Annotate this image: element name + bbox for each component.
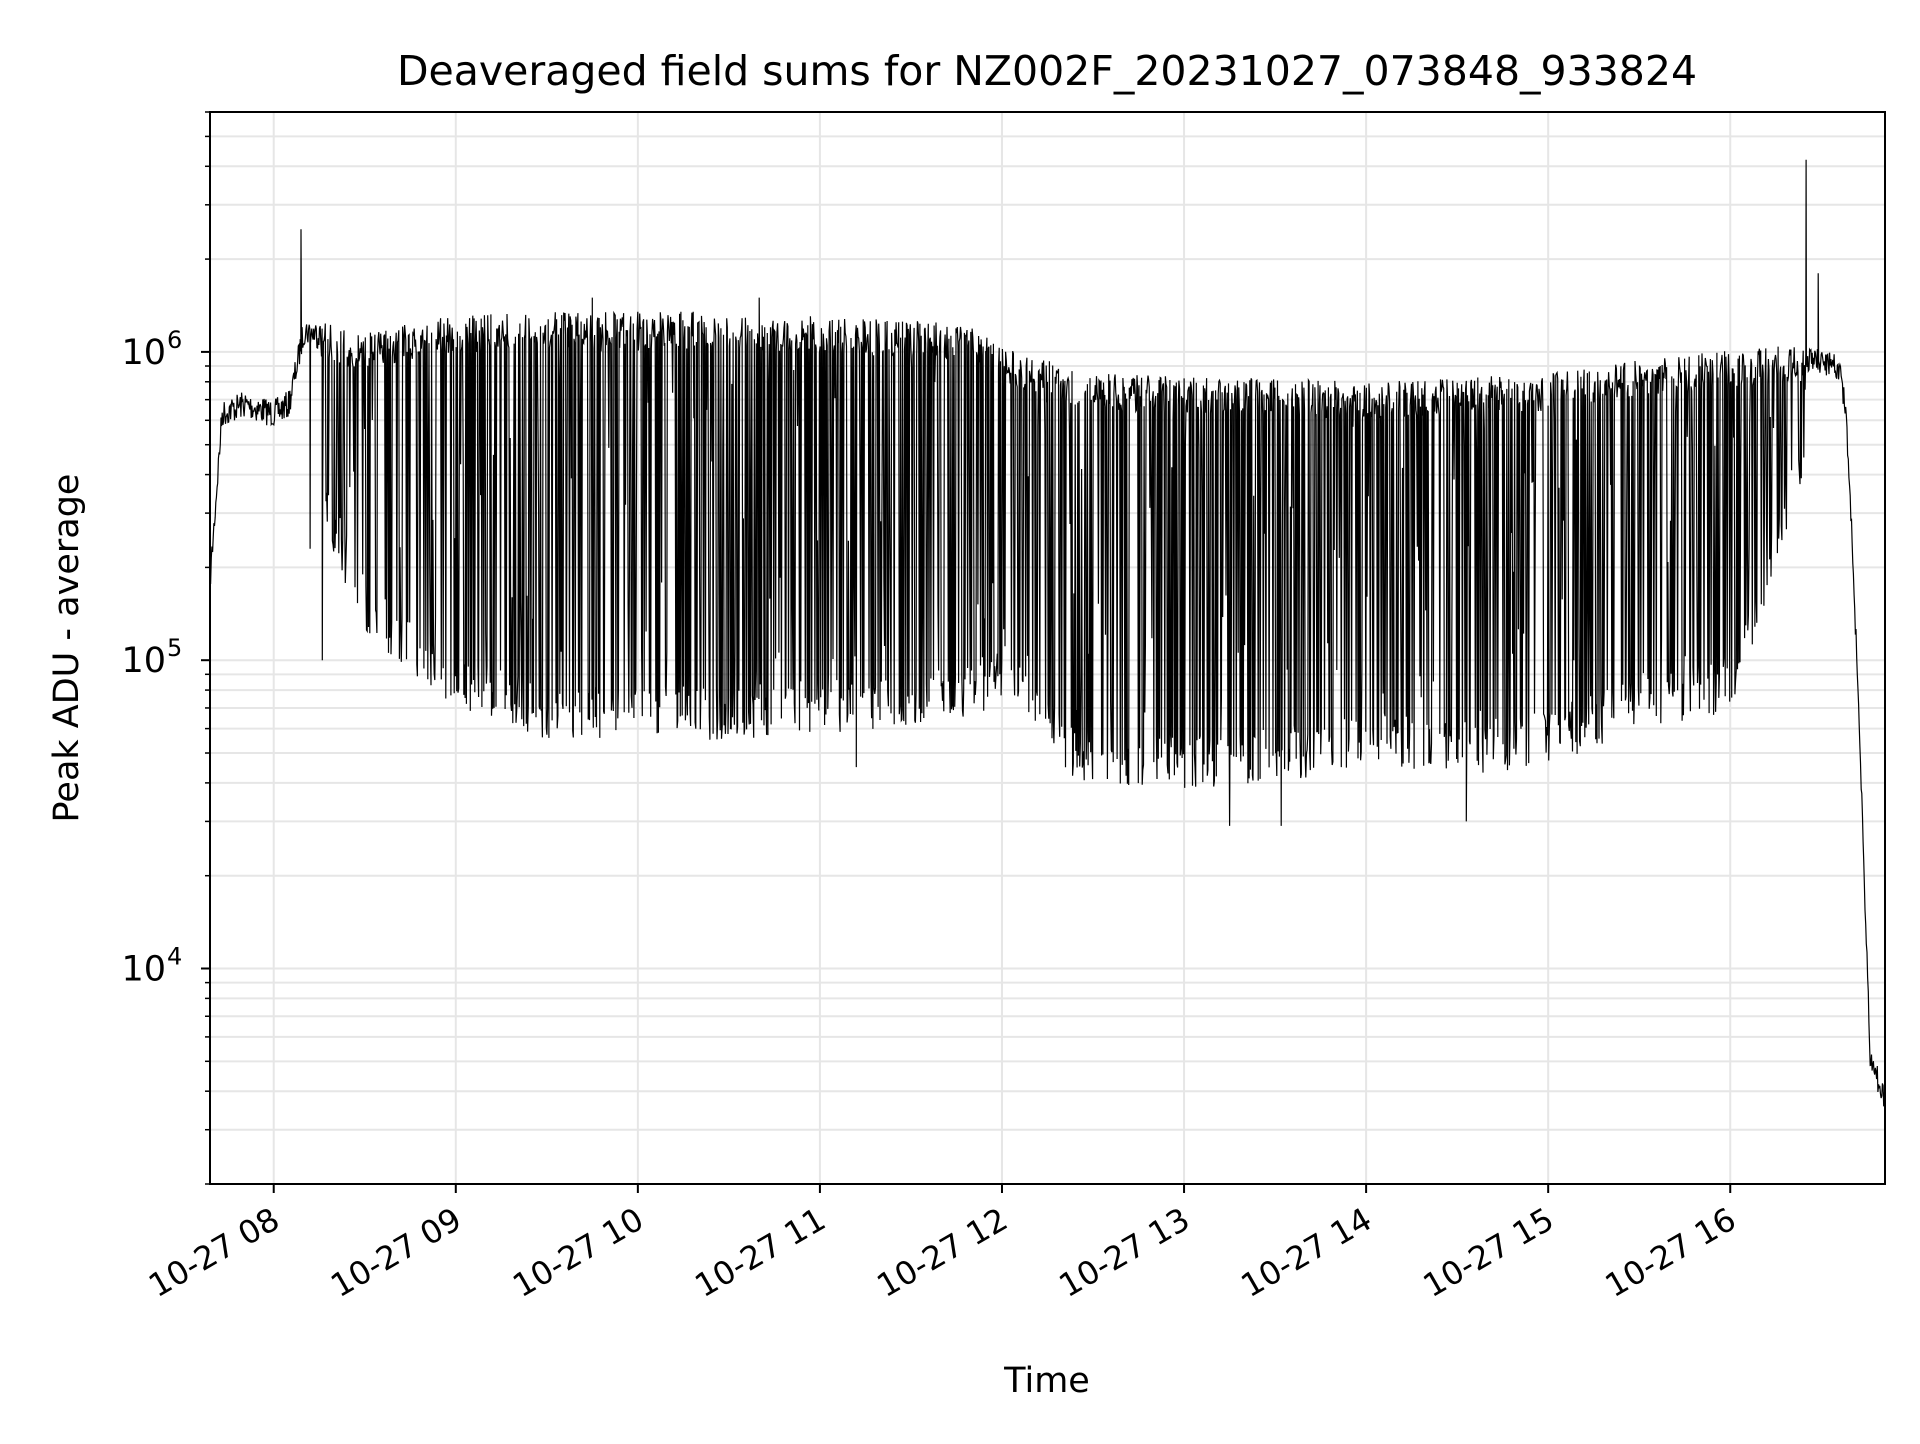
plot-frame bbox=[209, 111, 1886, 1185]
y-tick-label: 10 bbox=[121, 950, 166, 990]
chart-title: Deaveraged field sums for NZ002F_2023102… bbox=[397, 47, 1697, 95]
y-tick-label-exponent: 5 bbox=[167, 634, 182, 662]
y-tick-label-exponent: 6 bbox=[167, 326, 182, 354]
y-tick-label: 10 bbox=[121, 641, 166, 681]
series-line bbox=[209, 159, 1886, 1119]
y-axis-label: Peak ADU - average bbox=[47, 474, 87, 823]
y-tick-label-exponent: 4 bbox=[167, 943, 182, 971]
series-line-group bbox=[209, 159, 1886, 1119]
y-tick-label: 10 bbox=[121, 333, 166, 373]
axis-ticks bbox=[201, 111, 1732, 1193]
x-axis-label: Time bbox=[1003, 1361, 1090, 1401]
